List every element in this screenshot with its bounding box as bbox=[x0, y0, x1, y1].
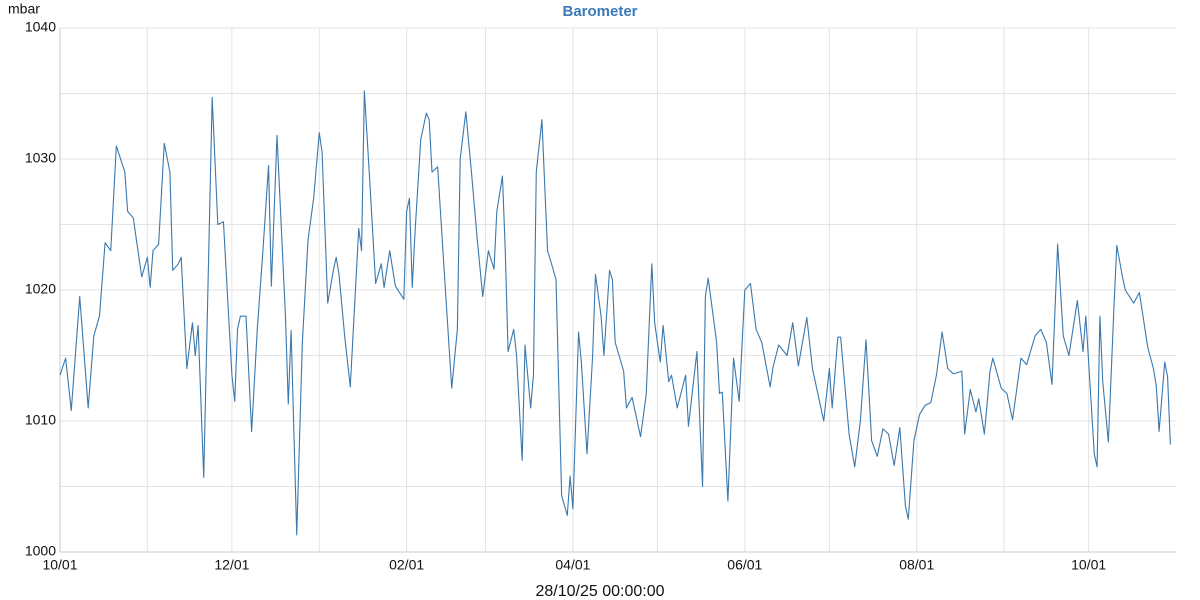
chart-title: Barometer bbox=[562, 3, 637, 20]
y-tick-label: 1000 bbox=[25, 543, 56, 559]
y-tick-label: 1020 bbox=[25, 281, 56, 297]
x-tick-label: 02/01 bbox=[389, 557, 424, 573]
x-tick-label: 04/01 bbox=[555, 557, 590, 573]
x-tick-label: 12/01 bbox=[214, 557, 249, 573]
y-axis-label: mbar bbox=[8, 1, 40, 17]
x-tick-label: 10/01 bbox=[1071, 557, 1106, 573]
data-line bbox=[59, 90, 1171, 536]
y-tick-label: 1030 bbox=[25, 150, 56, 166]
x-tick-label: 08/01 bbox=[899, 557, 934, 573]
x-tick-label: 06/01 bbox=[727, 557, 762, 573]
y-tick-label: 1040 bbox=[25, 19, 56, 35]
y-tick-label: 1010 bbox=[25, 412, 56, 428]
x-axis-label: 28/10/25 00:00:00 bbox=[535, 583, 664, 600]
x-tick-label: 10/01 bbox=[42, 557, 77, 573]
